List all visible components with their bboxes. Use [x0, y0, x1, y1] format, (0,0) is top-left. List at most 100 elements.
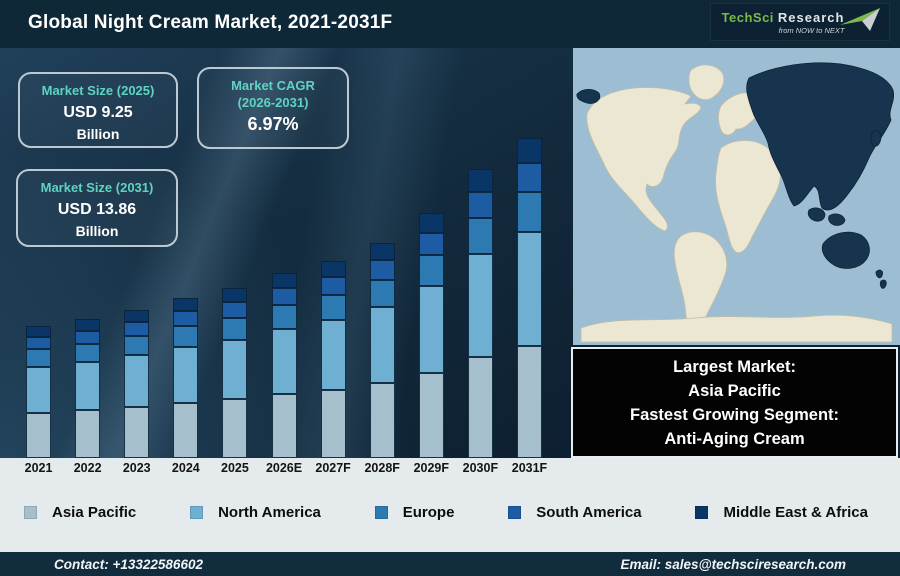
bar-segment-north-america	[75, 361, 101, 411]
stat-label-line2: (2026-2031)	[237, 95, 309, 110]
bar-column-2029f	[407, 48, 456, 458]
callout-largest-market-label: Largest Market:	[673, 357, 796, 376]
map-highlight-indonesia-east	[828, 213, 846, 226]
bar-segment-middle-east-africa	[320, 261, 346, 277]
x-axis-label-2025: 2025	[221, 461, 249, 475]
bar-segment-asia-pacific	[516, 345, 542, 458]
bar-2024	[173, 298, 199, 458]
chart-panel: Market Size (2025) USD 9.25 Billion Mark…	[0, 48, 573, 458]
bar-segment-north-america	[467, 254, 493, 357]
page-title: Global Night Cream Market, 2021-2031F	[28, 12, 393, 33]
map-highlight-indonesia	[807, 207, 826, 222]
bar-segment-europe	[418, 254, 444, 286]
bar-segment-middle-east-africa	[418, 213, 444, 233]
bar-column-2025	[210, 48, 259, 458]
footer-email: Email: sales@techsciresearch.com	[620, 556, 846, 572]
world-map	[573, 48, 900, 345]
callout-fastest-segment-value: Anti-Aging Cream	[664, 429, 805, 448]
bar-segment-south-america	[516, 163, 542, 192]
bar-segment-asia-pacific	[467, 356, 493, 458]
bar-segment-south-america	[418, 232, 444, 255]
footer-bar: Contact: +13322586602 Email: sales@techs…	[0, 552, 900, 576]
legend-item-europe: Europe	[374, 503, 455, 521]
map-land-greenland	[688, 64, 725, 101]
bar-2026e	[271, 273, 297, 458]
stat-value: 6.97%	[247, 114, 299, 134]
x-axis-label-2026e: 2026E	[265, 461, 303, 475]
legend-label: South America	[536, 503, 642, 521]
bar-segment-asia-pacific	[369, 383, 395, 458]
world-map-panel	[573, 48, 900, 345]
bar-segment-north-america	[320, 320, 346, 390]
techsci-logo: TechSci Research from NOW to NEXT	[710, 3, 890, 41]
bar-column-2022	[63, 48, 112, 458]
legend-label: Middle East & Africa	[723, 503, 868, 521]
bar-segment-europe	[26, 349, 52, 367]
bar-column-2026e	[259, 48, 308, 458]
stat-box-market-size-2025: Market Size (2025) USD 9.25 Billion	[18, 72, 178, 148]
x-axis-labels: 2021 2022 2023 2024 2025 2026E 2027F 2028F 2029F…	[14, 461, 554, 475]
x-axis-label-2021: 2021	[24, 461, 53, 475]
stat-label: Market Size (2025)	[41, 83, 155, 98]
legend-label: Asia Pacific	[52, 503, 137, 521]
bar-segment-south-america	[26, 337, 52, 350]
bar-segment-asia-pacific	[222, 399, 248, 458]
bar-segment-middle-east-africa	[271, 273, 297, 289]
legend-label: North America	[218, 503, 321, 521]
header-bar: Global Night Cream Market, 2021-2031F Te…	[0, 0, 900, 48]
bar-column-2028f	[358, 48, 407, 458]
map-land-antarctica	[580, 314, 893, 343]
bar-2027f	[320, 261, 346, 458]
x-axis-label-2028f: 2028F	[364, 461, 400, 475]
bar-segment-south-america	[271, 288, 297, 305]
bar-2031f	[516, 138, 542, 458]
bar-segment-asia-pacific	[271, 393, 297, 458]
bar-segment-south-america	[173, 311, 199, 327]
footer-contact: Contact: +13322586602	[54, 556, 203, 572]
legend-swatch-icon	[695, 505, 709, 519]
map-land-north-america	[586, 87, 702, 232]
bar-column-2024	[161, 48, 210, 458]
bar-2030f	[467, 169, 493, 458]
legend-swatch-icon	[374, 505, 388, 519]
callout-box: Largest Market: Asia Pacific Fastest Gro…	[571, 347, 898, 458]
map-highlight-australia	[821, 231, 870, 269]
bar-segment-asia-pacific	[418, 372, 444, 458]
legend-swatch-icon	[24, 505, 37, 519]
bar-segment-middle-east-africa	[75, 319, 101, 331]
bar-2023	[124, 310, 150, 458]
bar-2029f	[418, 213, 444, 458]
x-axis-label-2024: 2024	[171, 461, 200, 475]
bar-segment-middle-east-africa	[26, 326, 52, 338]
stat-label: Market Size (2031)	[40, 180, 154, 195]
bar-column-2027f	[309, 48, 358, 458]
bar-segment-europe	[516, 191, 542, 233]
stat-box-market-cagr: Market CAGR (2026-2031) 6.97%	[197, 67, 349, 149]
legend-label: Europe	[402, 503, 455, 521]
bar-segment-middle-east-africa	[222, 288, 248, 302]
bar-segment-asia-pacific	[75, 410, 101, 458]
bar-segment-south-america	[75, 330, 101, 344]
bar-segment-north-america	[26, 366, 52, 413]
bar-2021	[26, 326, 52, 458]
bar-segment-north-america	[124, 355, 150, 408]
x-axis-label-2031f: 2031F	[511, 461, 548, 475]
bar-segment-middle-east-africa	[516, 138, 542, 164]
map-highlight-japan	[870, 130, 882, 147]
map-highlight-new-zealand-south	[879, 279, 887, 289]
bar-segment-europe	[173, 326, 199, 347]
bar-segment-south-america	[467, 191, 493, 218]
callout-fastest-segment-label: Fastest Growing Segment:	[629, 405, 840, 424]
stat-unit: Billion	[76, 126, 120, 142]
legend-swatch-icon	[508, 505, 522, 519]
bar-segment-asia-pacific	[26, 412, 52, 458]
legend-swatch-icon	[190, 505, 204, 519]
brand-tagline: from NOW to NEXT	[778, 25, 845, 35]
legend-item-north-america: North America	[190, 504, 321, 521]
map-highlight-new-zealand-north	[875, 269, 883, 279]
legend-item-south-america: South America	[508, 503, 642, 521]
bar-2022	[75, 319, 101, 458]
callout-largest-market-value: Asia Pacific	[688, 381, 781, 400]
bar-segment-europe	[124, 336, 150, 356]
